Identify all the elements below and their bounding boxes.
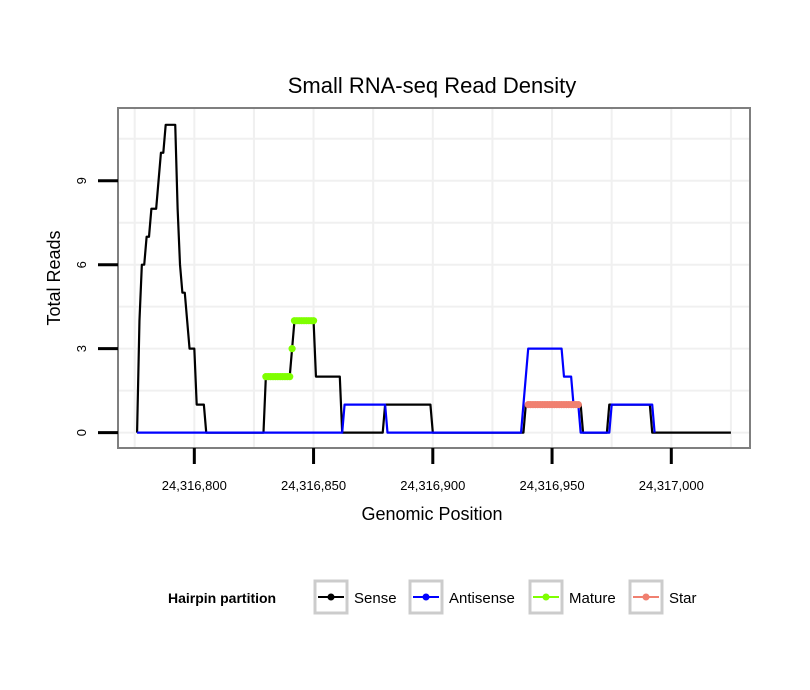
legend: Hairpin partition Sense Antisense Mature St… xyxy=(168,579,697,615)
x-tick-label: 24,316,850 xyxy=(281,478,346,493)
point-mature xyxy=(286,373,294,381)
legend-label-star: Star xyxy=(669,590,697,607)
x-tick-label: 24,316,950 xyxy=(520,478,585,493)
grid-lines xyxy=(118,108,750,448)
y-tick-label: 0 xyxy=(74,429,89,436)
legend-title: Hairpin partition xyxy=(168,590,276,606)
y-axis-title: Total Reads xyxy=(44,230,64,325)
x-axis-title: Genomic Position xyxy=(361,504,502,524)
legend-dot-sense xyxy=(327,593,335,601)
legend-label-sense: Sense xyxy=(354,590,397,607)
x-tick-label: 24,316,800 xyxy=(162,478,227,493)
x-tick-label: 24,317,000 xyxy=(639,478,704,493)
y-tick-label: 6 xyxy=(74,261,89,268)
point-star xyxy=(574,401,582,409)
x-tick-label: 24,316,900 xyxy=(400,478,465,493)
point-mature xyxy=(309,317,318,325)
series-line-sense xyxy=(135,123,731,434)
chart-title: Small RNA-seq Read Density xyxy=(288,73,577,98)
series-line-antisense xyxy=(137,347,656,434)
legend-dot-antisense xyxy=(422,593,430,601)
legend-label-antisense: Antisense xyxy=(449,590,515,607)
legend-label-mature: Mature xyxy=(569,590,616,607)
y-tick-label: 9 xyxy=(74,177,89,184)
legend-dot-star xyxy=(642,593,650,601)
y-axis: 0 3 6 9 xyxy=(74,177,118,436)
x-axis: 24,316,800 24,316,850 24,316,900 24,316,950… xyxy=(162,448,704,493)
legend-dot-mature xyxy=(542,593,550,601)
y-tick-label: 3 xyxy=(74,345,89,352)
plot-border xyxy=(117,107,751,449)
series-layer xyxy=(135,123,731,434)
point-mature xyxy=(288,345,296,353)
